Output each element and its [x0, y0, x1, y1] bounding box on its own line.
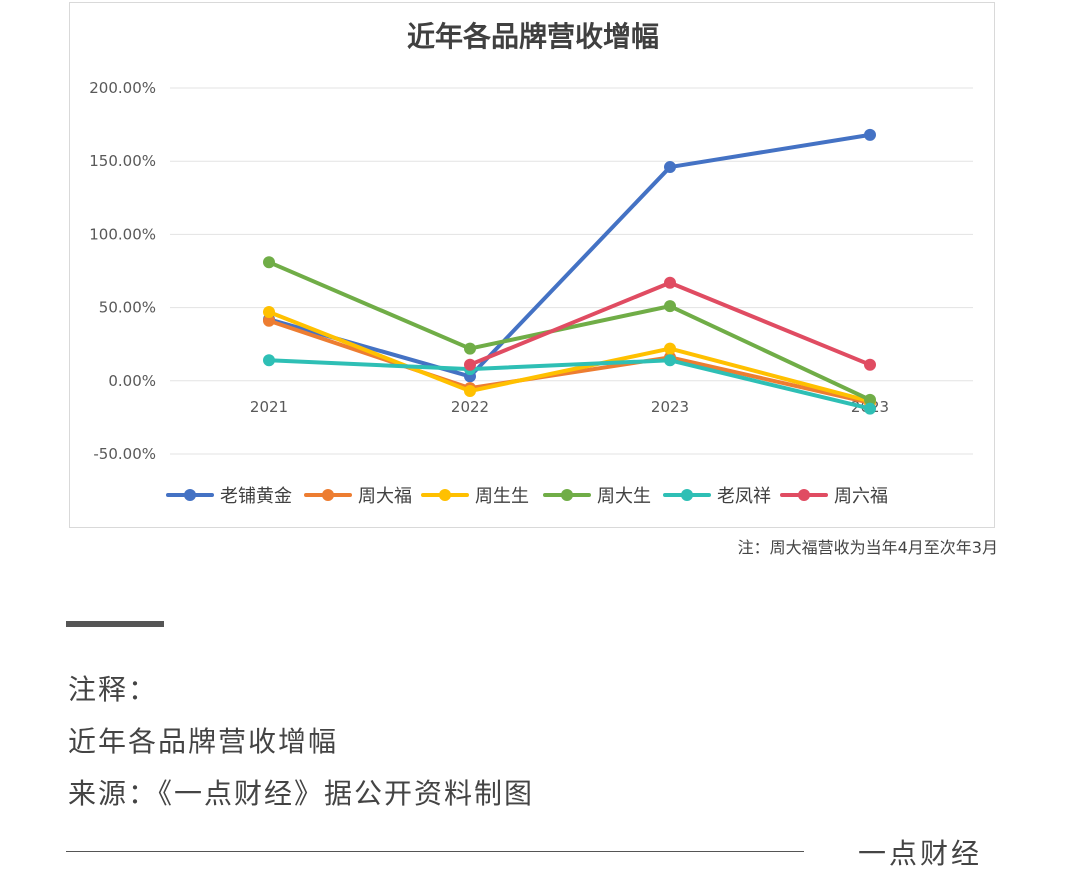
y-tick-label: 100.00% — [89, 225, 156, 243]
legend-item: 周六福 — [780, 486, 888, 507]
legend-swatch-marker — [681, 489, 693, 501]
x-tick-label: 2023 — [651, 398, 689, 416]
data-point — [864, 128, 876, 141]
series-2 — [263, 305, 876, 408]
legend-item: 周大福 — [304, 486, 412, 507]
y-tick-label: -50.00% — [93, 445, 156, 463]
line-chart: 近年各品牌营收增幅 200.00% 150.00% 100.00% 50.00% 0.0… — [89, 20, 973, 507]
legend-label: 周大福 — [358, 486, 412, 507]
caption-source: 来源：《一点财经》据公开资料制图 — [68, 777, 535, 810]
legend-swatch-marker — [561, 489, 573, 501]
data-point — [263, 314, 275, 327]
legend-item: 老凤祥 — [663, 486, 771, 507]
legend-item: 周大生 — [543, 486, 651, 507]
series-line — [267, 260, 872, 402]
series-line — [267, 318, 872, 405]
data-point — [664, 300, 676, 313]
data-point — [864, 358, 876, 371]
y-tick-label: 200.00% — [89, 79, 156, 97]
caption-title: 近年各品牌营收增幅 — [68, 725, 339, 758]
legend-label: 周六福 — [834, 486, 888, 507]
divider-thick — [66, 621, 164, 627]
legend-label: 老凤祥 — [717, 486, 771, 507]
data-point — [664, 276, 676, 289]
series-line — [267, 132, 872, 379]
chart-title: 近年各品牌营收增幅 — [407, 20, 659, 53]
data-point — [664, 354, 676, 367]
brand-name: 一点财经 — [858, 837, 983, 870]
data-point — [864, 393, 876, 406]
legend-label: 老铺黄金 — [220, 486, 292, 507]
data-point — [263, 305, 275, 318]
data-point — [464, 342, 476, 355]
legend-swatch-marker — [322, 489, 334, 501]
chart-frame: 近年各品牌营收增幅 200.00% 150.00% 100.00% 50.00% 0.0… — [69, 2, 995, 528]
x-tick-label: 2021 — [250, 398, 288, 416]
series-5 — [464, 276, 876, 371]
data-point — [864, 402, 876, 415]
divider-thin — [66, 851, 804, 852]
series-3 — [263, 256, 876, 406]
chart-note: 注：周大福营收为当年4月至次年3月 — [737, 538, 998, 557]
y-tick-label: 0.00% — [108, 372, 156, 390]
x-tick-label: 2022 — [451, 398, 489, 416]
legend-swatch-marker — [439, 489, 451, 501]
data-point — [464, 358, 476, 371]
data-point — [664, 161, 676, 174]
series-line — [267, 358, 872, 411]
caption-label: 注释： — [68, 673, 159, 706]
legend-item: 周生生 — [421, 486, 529, 507]
data-point — [263, 354, 275, 367]
data-point — [664, 342, 676, 355]
data-point — [464, 385, 476, 398]
y-tick-label: 150.00% — [89, 152, 156, 170]
data-point — [263, 256, 275, 269]
legend-label: 周生生 — [475, 486, 529, 507]
legend-label: 周大生 — [597, 486, 651, 507]
y-tick-label: 50.00% — [99, 299, 156, 317]
legend-swatch-marker — [184, 489, 196, 501]
series-line — [267, 309, 872, 404]
legend-swatch-marker — [798, 489, 810, 501]
legend-item: 老铺黄金 — [166, 486, 292, 507]
